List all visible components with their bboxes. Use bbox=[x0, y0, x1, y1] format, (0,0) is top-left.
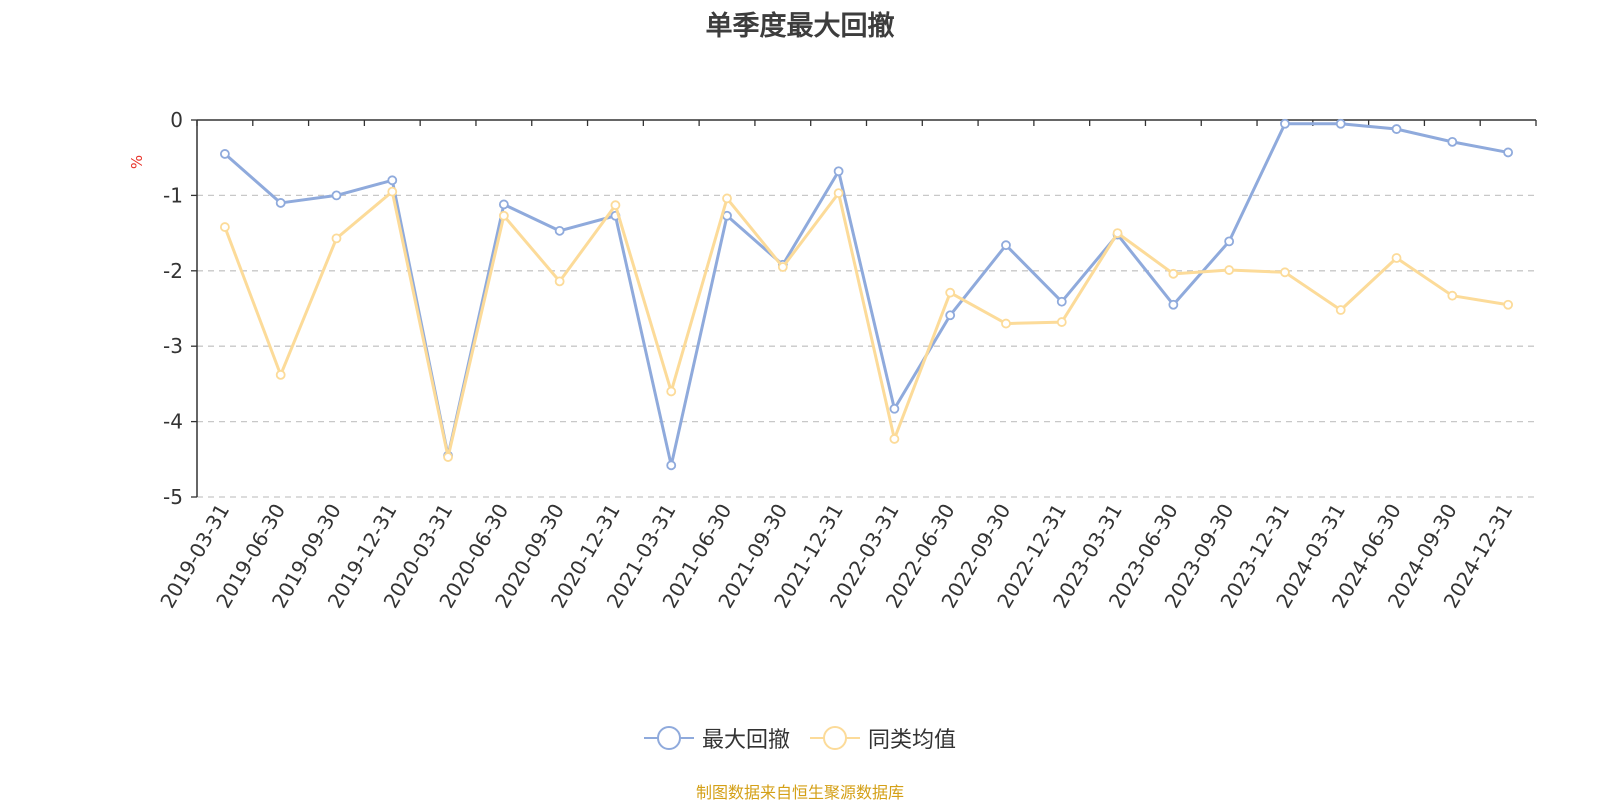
data-point bbox=[1503, 299, 1514, 310]
data-point bbox=[889, 434, 900, 444]
data-point bbox=[1280, 118, 1290, 129]
data-point bbox=[1280, 267, 1290, 278]
data-point bbox=[219, 222, 230, 232]
data-point bbox=[945, 287, 956, 298]
legend-item[interactable]: 最大回撤 bbox=[643, 722, 790, 754]
data-point bbox=[275, 198, 286, 208]
data-point bbox=[498, 210, 509, 221]
legend-line-circle-icon bbox=[643, 725, 694, 751]
legend: 最大回撤 同类均值 bbox=[0, 722, 1600, 757]
data-point bbox=[833, 166, 844, 177]
series-line-2 bbox=[223, 190, 1509, 459]
data-point bbox=[666, 460, 677, 471]
y-tick-label: -5 bbox=[163, 485, 183, 509]
data-point bbox=[722, 193, 732, 204]
source-note: 制图数据来自恒生聚源数据库 bbox=[695, 783, 904, 802]
data-point bbox=[1447, 290, 1458, 301]
data-point bbox=[1447, 136, 1458, 147]
y-axis-label: % bbox=[128, 155, 146, 169]
data-point bbox=[1391, 124, 1402, 134]
data-point bbox=[443, 452, 453, 462]
chart-title: 单季度最大回撤 bbox=[705, 11, 895, 42]
data-point bbox=[1056, 317, 1067, 327]
data-point bbox=[1224, 236, 1235, 247]
data-point bbox=[1056, 296, 1067, 307]
data-point bbox=[1112, 228, 1123, 239]
data-point bbox=[1168, 268, 1179, 279]
legend-label: 最大回撤 bbox=[701, 728, 790, 753]
y-tick-label: -1 bbox=[163, 183, 183, 207]
data-point bbox=[387, 175, 398, 186]
y-tick-label: -3 bbox=[163, 334, 183, 358]
data-point bbox=[219, 149, 230, 159]
data-point bbox=[498, 199, 509, 210]
legend-label: 同类均值 bbox=[868, 728, 957, 753]
y-tick-label: -2 bbox=[163, 259, 183, 283]
data-point bbox=[554, 225, 565, 236]
data-point bbox=[554, 276, 565, 287]
legend-line-circle-icon bbox=[810, 725, 860, 751]
data-point bbox=[387, 186, 398, 197]
data-point bbox=[777, 262, 788, 272]
data-point bbox=[1335, 118, 1346, 129]
data-point bbox=[610, 200, 621, 211]
data-point bbox=[331, 233, 342, 244]
legend-item[interactable]: 同类均值 bbox=[810, 722, 956, 754]
data-point bbox=[275, 369, 286, 380]
y-tick-label: -4 bbox=[163, 410, 183, 434]
data-point bbox=[1168, 299, 1179, 310]
data-point bbox=[1335, 305, 1346, 315]
y-tick-label: 0 bbox=[170, 108, 183, 132]
data-point bbox=[1001, 240, 1011, 251]
data-point bbox=[889, 403, 900, 414]
data-point bbox=[1224, 265, 1235, 275]
data-point bbox=[666, 386, 677, 397]
data-point bbox=[1503, 147, 1514, 158]
data-point bbox=[945, 310, 956, 321]
data-point bbox=[1391, 253, 1402, 263]
data-point bbox=[833, 188, 844, 199]
data-point bbox=[1001, 318, 1011, 329]
data-point bbox=[331, 190, 342, 201]
